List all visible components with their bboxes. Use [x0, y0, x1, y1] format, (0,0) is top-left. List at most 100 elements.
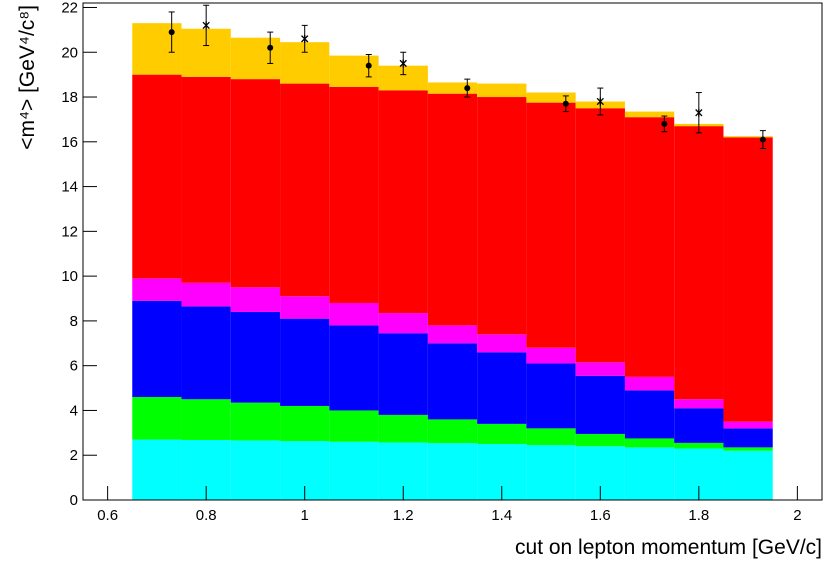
histogram-bar: [723, 136, 773, 138]
histogram-bar: [132, 397, 182, 440]
histogram-bar: [132, 439, 182, 500]
histogram-bar: [575, 362, 625, 376]
histogram-bar: [477, 97, 527, 335]
histogram-bar: [329, 410, 379, 442]
histogram-bar: [280, 405, 330, 442]
y-tick-label: 12: [61, 223, 78, 240]
marker: [202, 21, 210, 30]
histogram-bar: [624, 447, 675, 500]
data-point: [399, 51, 407, 76]
data-point: [365, 53, 372, 78]
histogram-bar: [477, 423, 527, 445]
y-tick-label: 16: [61, 134, 78, 151]
histogram-bar: [526, 445, 576, 500]
histogram-bar: [329, 55, 379, 87]
marker: [661, 120, 668, 127]
histogram-bar: [624, 376, 675, 391]
histogram-bar: [526, 92, 576, 103]
y-tick-label: 14: [61, 179, 78, 196]
x-tick-label: 0.8: [196, 507, 217, 524]
histogram-bar: [526, 363, 576, 429]
marker: [596, 97, 604, 106]
histogram-bar: [477, 352, 527, 424]
x-tick-label: 1.6: [590, 507, 611, 524]
histogram-bar: [674, 442, 724, 449]
histogram-bar: [132, 300, 182, 398]
histogram-bar: [181, 282, 231, 307]
y-tick-label: 4: [70, 402, 78, 419]
histogram-bar: [427, 93, 478, 326]
histogram-bar: [723, 137, 773, 422]
x-tick-label: 1.2: [393, 507, 414, 524]
histogram-bar: [427, 343, 478, 420]
histogram-bar: [378, 333, 428, 415]
histogram-bar: [378, 313, 428, 334]
y-tick-label: 6: [70, 358, 78, 375]
y-tick-label: 8: [70, 313, 78, 330]
histogram-bar: [378, 90, 428, 314]
histogram-bar: [624, 438, 675, 448]
marker: [267, 44, 274, 51]
histogram-bar: [526, 428, 576, 446]
histogram-bar: [723, 421, 773, 429]
histogram-bar: [280, 318, 330, 406]
histogram-bar: [723, 447, 773, 451]
y-tick-label: 2: [70, 447, 78, 464]
data-point: [661, 115, 668, 133]
histogram-bar: [674, 408, 724, 443]
histogram-bar: [427, 82, 478, 94]
marker: [168, 29, 175, 36]
histogram-bar: [230, 79, 281, 288]
histogram-bar: [427, 419, 478, 444]
histogram-bar: [280, 296, 330, 319]
marker: [365, 62, 372, 69]
histogram-bar: [230, 440, 281, 500]
histogram-bar: [230, 37, 281, 80]
data-point: [596, 87, 604, 116]
histogram-bar: [280, 83, 330, 297]
histogram-bar: [526, 347, 576, 364]
y-tick-label: 18: [61, 89, 78, 106]
histogram-bar: [230, 287, 281, 312]
data-point: [168, 11, 175, 53]
data-point: [562, 95, 569, 113]
data-point: [301, 24, 309, 53]
data-point: [759, 130, 766, 150]
histogram-bar: [329, 86, 379, 303]
histogram-bar: [477, 334, 527, 353]
histogram-bar: [723, 428, 773, 448]
y-tick-label: 0: [70, 492, 78, 509]
histogram-bar: [181, 76, 231, 283]
histogram-bar: [329, 325, 379, 411]
data-point: [695, 92, 703, 134]
histogram-bar: [132, 74, 182, 279]
histogram-bar: [230, 402, 281, 441]
x-tick-label: 2: [793, 507, 801, 524]
histogram-bar: [477, 83, 527, 98]
plot-frame: [82, 2, 823, 501]
y-tick-label: 20: [61, 44, 78, 61]
data-point: [267, 31, 274, 64]
data-point: [202, 4, 210, 47]
x-tick-label: 1.4: [491, 507, 512, 524]
marker: [759, 136, 766, 143]
histogram-bar: [575, 108, 625, 363]
x-tick-label: 1: [301, 507, 309, 524]
x-tick-label: 0.6: [97, 507, 118, 524]
histogram-bar: [181, 306, 231, 400]
histogram-bar: [575, 433, 625, 447]
histogram-bar: [132, 278, 182, 301]
marker: [301, 34, 309, 43]
histogram-bar: [575, 375, 625, 434]
marker: [399, 59, 407, 68]
x-tick-label: 1.8: [688, 507, 709, 524]
marker: [562, 100, 569, 107]
histogram-bar: [329, 441, 379, 500]
histogram-bar: [181, 399, 231, 441]
data-point: [464, 78, 471, 98]
y-tick-label: 10: [61, 268, 78, 285]
histogram-bar: [378, 414, 428, 443]
marker: [464, 85, 471, 92]
histogram-bar: [624, 111, 675, 118]
